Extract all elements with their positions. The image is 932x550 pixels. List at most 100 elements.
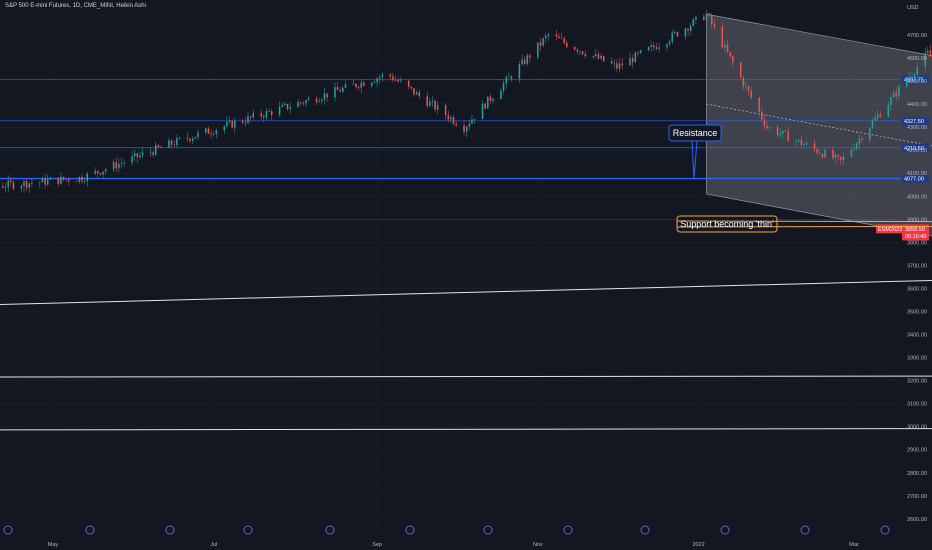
candle-body [750,91,753,98]
candle-body [537,42,539,58]
candle-body [560,38,563,40]
y-tick-label: 4000.00 [907,194,927,200]
candle-body [871,120,874,128]
candle-body [721,26,724,48]
candle-body [787,131,789,142]
candle-body [523,59,526,64]
candle-body [484,103,486,109]
candle-body [758,97,760,112]
candle-body [558,36,560,39]
candle-body [795,141,797,142]
candle-body [323,93,326,100]
candle-body [877,114,879,118]
candle-body [879,114,882,117]
support-line [0,428,932,431]
candle-body [529,55,531,58]
candle-body [874,117,876,121]
candle-body [141,152,144,156]
grid [0,0,900,530]
candle-body [381,74,384,78]
chart-title: S&P 500 E-mini Futures, 1D, CME_MINI, He… [5,3,146,9]
candle-body [131,156,133,163]
candle-body [223,126,226,131]
candle-body [658,47,660,50]
candle-body [75,181,78,183]
candle-body [44,177,46,185]
event-marker-icon [800,525,810,535]
price-badge [902,224,929,241]
candle-body [502,83,505,91]
candle-body [452,117,455,124]
candle-body [613,63,616,65]
candle-body [426,96,428,107]
candle-body [415,92,418,95]
candle-body [500,90,502,99]
candle-body [676,32,679,37]
candle-body [62,176,65,180]
price-axis[interactable]: USD 4700.00 4600.00 4500.00 4400.00 4300.00 42… [907,5,927,523]
candle-body [97,170,99,174]
candle-body [650,45,652,48]
candle-body [463,125,465,132]
candle-body [521,59,523,65]
candle-body [321,99,323,102]
candle-body [850,149,853,157]
candle-body [373,82,376,83]
time-axis[interactable]: MayJulSepNov2022MarMayJulSepNov2023MarMa… [3,525,932,548]
event-marker-icon [405,525,415,535]
candle-body [471,119,473,124]
candle-body [194,136,197,139]
candle-body [924,52,926,67]
y-tick-label: 3300.00 [907,356,927,362]
candle-body [797,139,800,142]
x-tick-label: Jul [210,542,217,548]
resistance-callout-text: Resistance [673,128,718,138]
candle-body [234,120,236,128]
candle-body [371,82,373,86]
candle-body [286,103,289,109]
candle-body [133,153,136,157]
candle-body [302,102,305,104]
candle-body [170,140,173,145]
candle-body [173,144,175,146]
candle-body [739,62,742,78]
candle-body [86,173,89,182]
candle-body [434,100,436,110]
candle-body [210,133,212,135]
candle-body [23,181,25,187]
candle-body [25,181,28,188]
candle-body [800,139,803,146]
candle-body [176,137,178,146]
candle-body [666,44,668,48]
candle-body [247,116,249,123]
candle-body [355,83,357,88]
candle-body [695,16,697,20]
candle-body [842,156,845,161]
candle-body [584,54,587,57]
candle-body [155,145,157,155]
candle-body [342,87,344,92]
y-tick-label: 2600.00 [907,517,927,523]
candle-body [566,42,568,47]
event-marker-icon [483,525,493,535]
candle-body [890,97,892,105]
candle-body [492,98,494,101]
candle-body [708,13,710,16]
candle-body [336,87,339,91]
candle-body [149,152,152,154]
candle-body [465,126,468,132]
candle-body [376,78,378,83]
event-marker-icon [640,525,650,535]
candle-body [766,125,768,129]
candle-body [726,44,729,52]
candle-body [692,19,695,26]
candle-body [832,150,834,159]
candle-body [687,28,689,31]
candle-body [563,38,565,43]
candle-body [444,105,447,116]
candle-body [898,86,900,97]
candle-body [360,82,363,88]
candle-body [869,127,871,141]
